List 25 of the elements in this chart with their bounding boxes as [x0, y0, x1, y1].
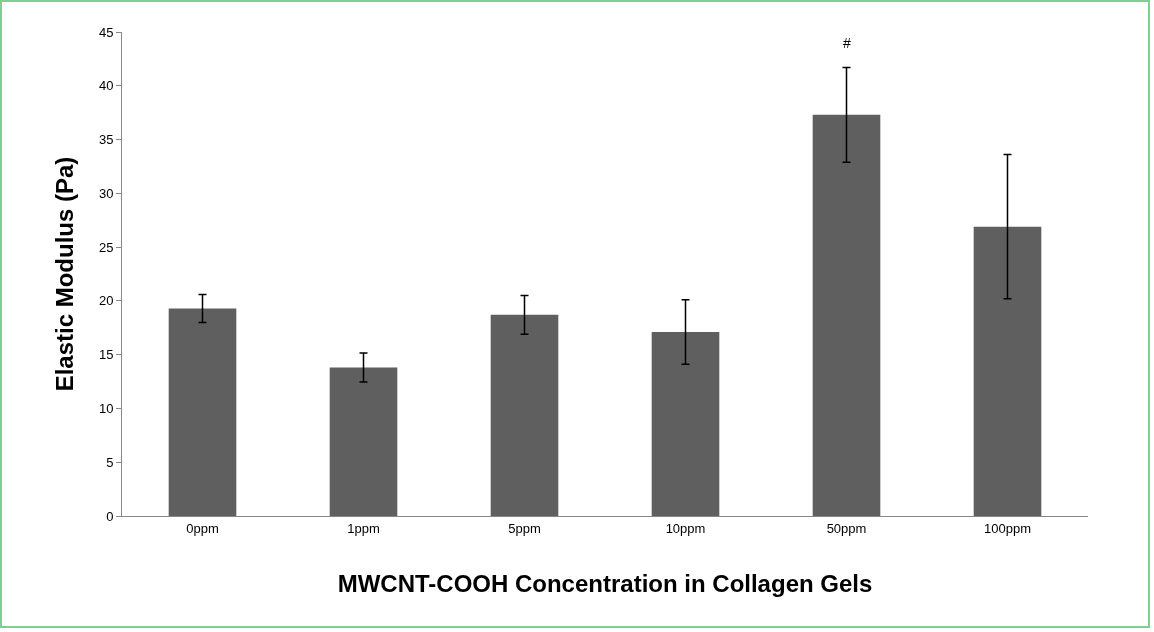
bar — [651, 332, 720, 516]
y-tick-label: 5 — [106, 454, 114, 470]
bar — [329, 367, 398, 516]
y-tick-label: 25 — [98, 239, 114, 255]
bar — [168, 308, 237, 516]
bar — [973, 226, 1042, 516]
y-axis-title: Elastic Modulus (Pa) — [51, 156, 79, 392]
x-tick-label: 100ppm — [984, 520, 1031, 536]
bar — [490, 314, 559, 516]
x-tick-label: 10ppm — [665, 520, 706, 536]
y-tick-label: 0 — [106, 508, 114, 524]
bar — [812, 114, 881, 516]
x-tick-label: 0ppm — [186, 520, 219, 536]
x-tick-label: 1ppm — [347, 520, 380, 536]
annotation: # — [843, 35, 851, 51]
x-tick-label: 5ppm — [508, 520, 541, 536]
x-tick-label: 50ppm — [826, 520, 867, 536]
y-tick-label: 30 — [98, 185, 114, 201]
y-tick-label: 10 — [98, 400, 114, 416]
y-tick-label: 20 — [98, 293, 114, 309]
y-tick-label: 15 — [98, 347, 114, 363]
y-tick-label: 35 — [98, 132, 114, 148]
y-tick-label: 45 — [98, 24, 114, 40]
x-axis-title: MWCNT-COOH Concentration in Collagen Gels — [337, 569, 873, 597]
y-tick-label: 40 — [98, 78, 114, 94]
